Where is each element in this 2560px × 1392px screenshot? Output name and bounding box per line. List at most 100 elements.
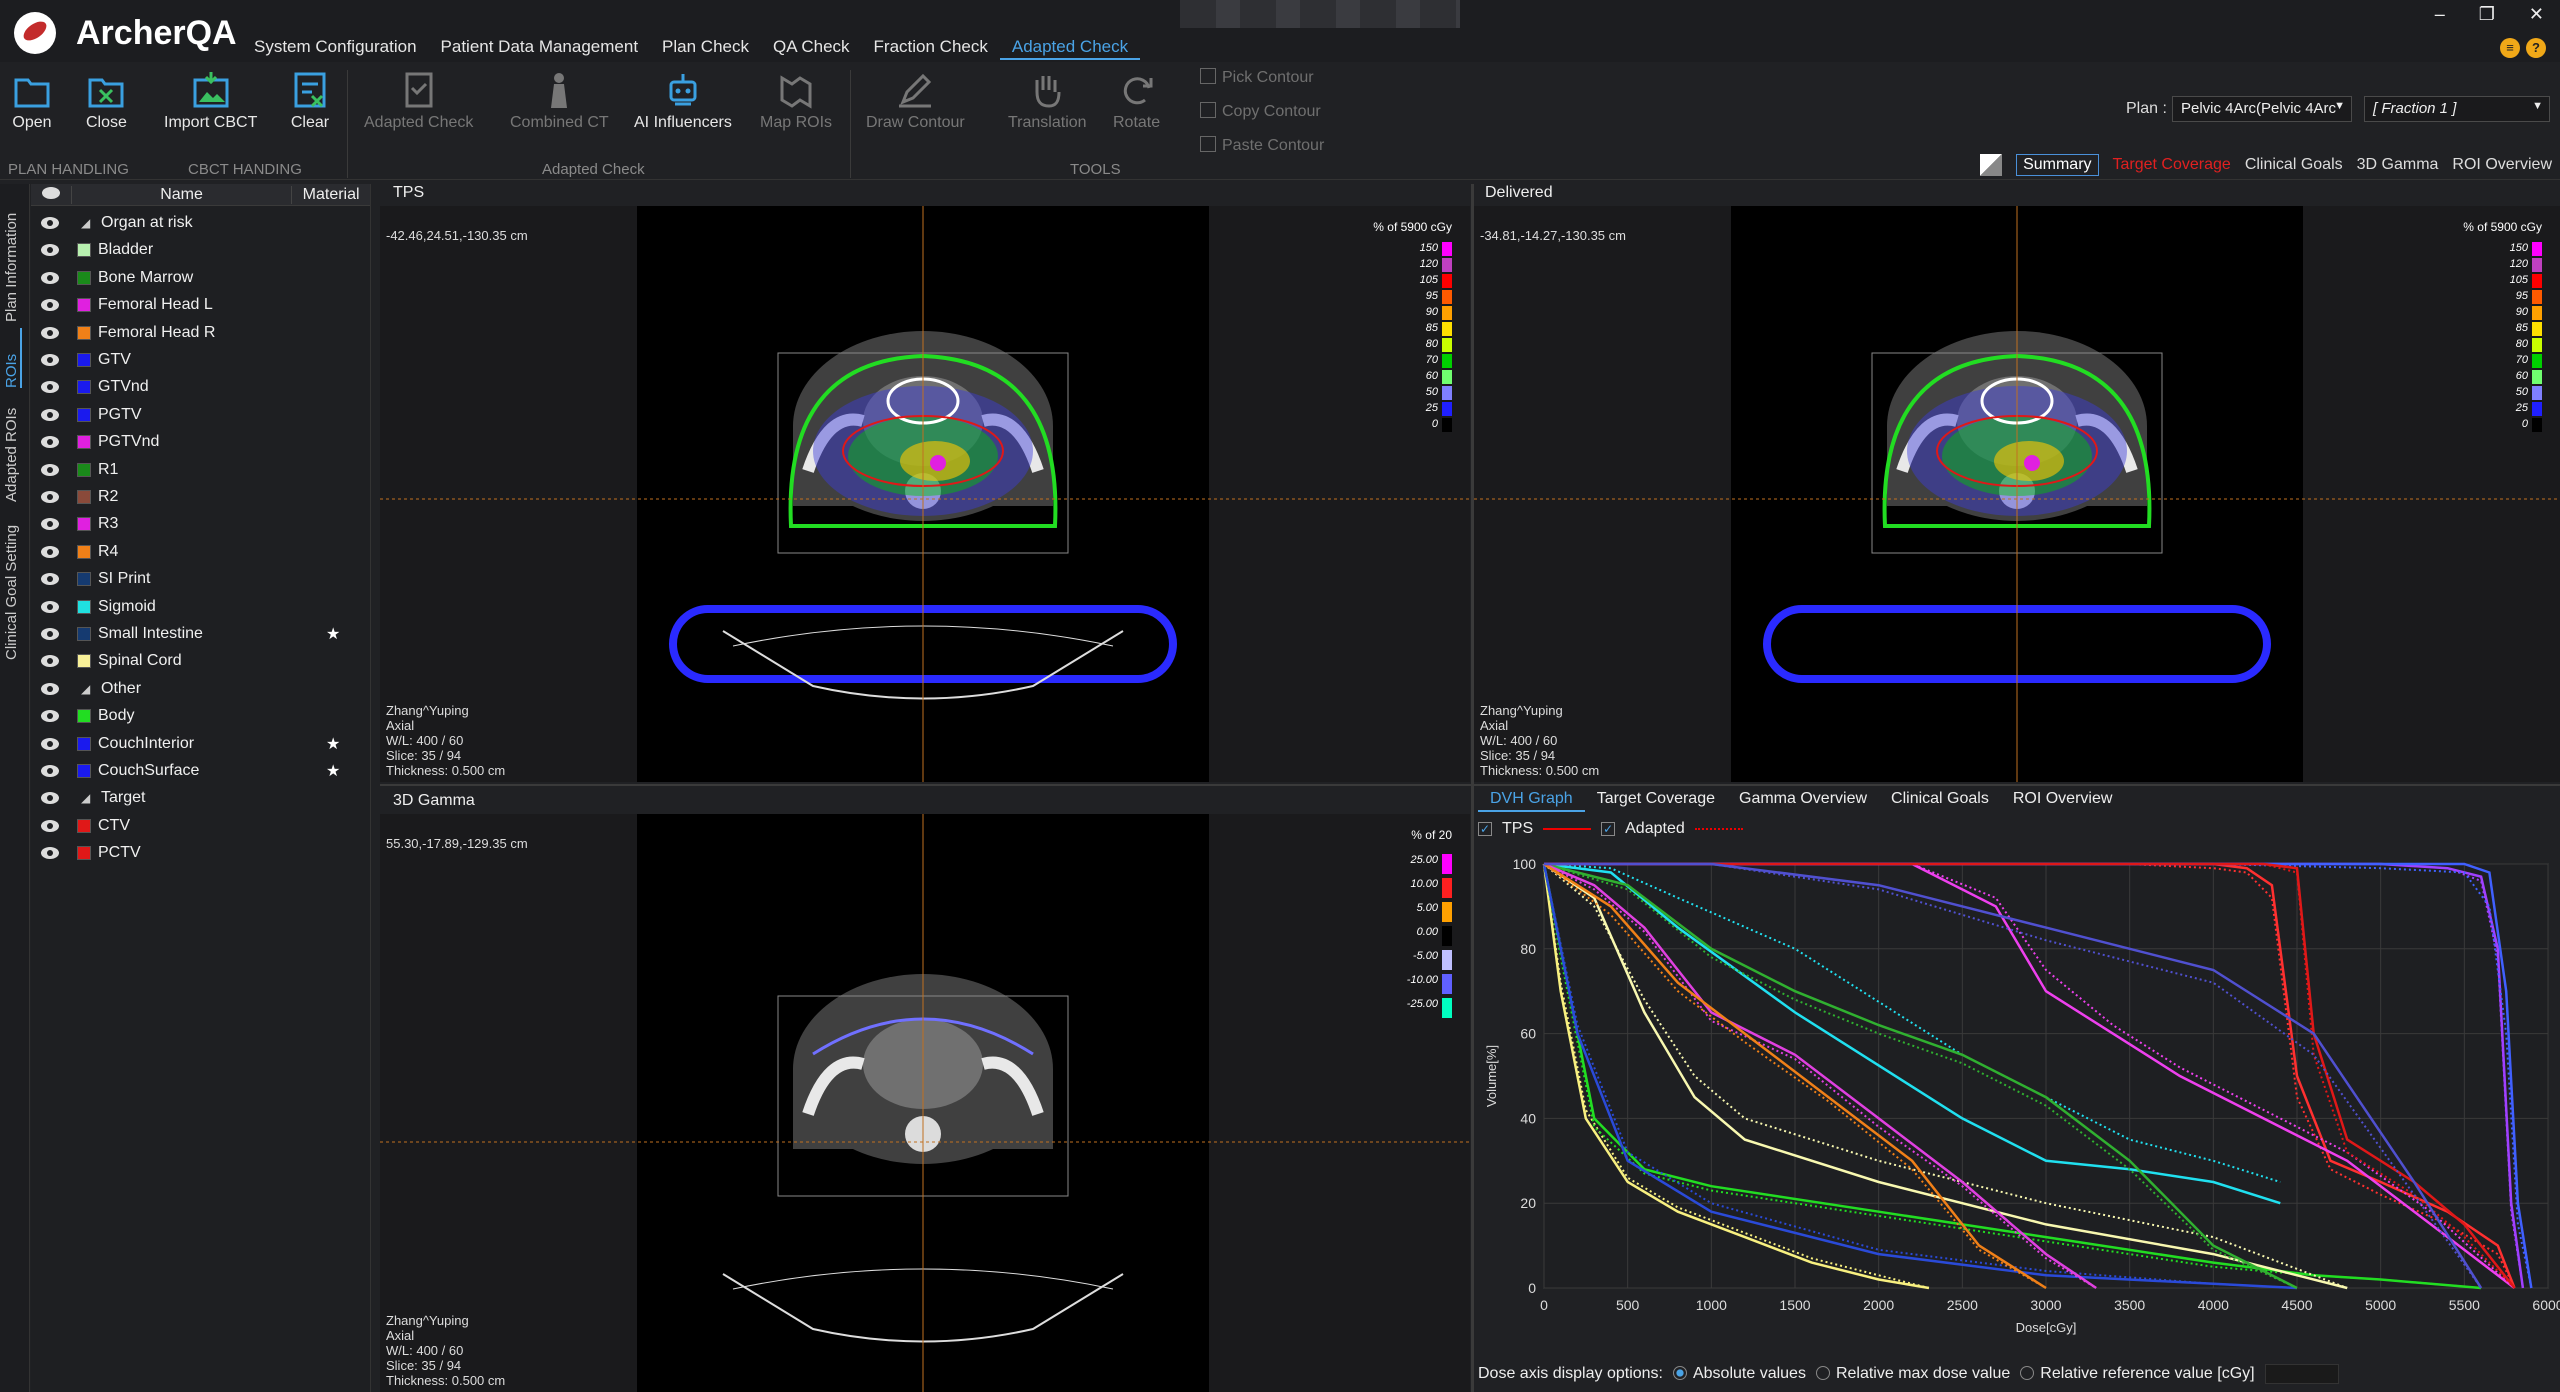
close-button[interactable]: Close bbox=[86, 70, 127, 132]
delivered-viewer[interactable]: -34.81,-14.27,-130.35 cm Zhang^Yuping Axia… bbox=[1474, 206, 2560, 782]
eye-icon[interactable] bbox=[41, 518, 59, 531]
menu-item-plan-check[interactable]: Plan Check bbox=[662, 37, 749, 56]
side-tab-adapted-rois[interactable]: Adapted ROIs bbox=[3, 407, 20, 502]
roi-row[interactable]: SI Print bbox=[31, 566, 371, 593]
tps-viewer[interactable]: -42.46,24.51,-130.35 cm Zhang^Yuping Axial… bbox=[380, 206, 1470, 782]
roi-row[interactable]: R3 bbox=[31, 511, 371, 538]
roi-row[interactable]: R4 bbox=[31, 539, 371, 566]
view-tab-target-coverage[interactable]: Target Coverage bbox=[2112, 156, 2231, 173]
view-tab-roi-overview[interactable]: ROI Overview bbox=[2452, 156, 2552, 173]
roi-row[interactable]: PGTV bbox=[31, 402, 371, 429]
roi-row[interactable]: CouchSurface ★ bbox=[31, 758, 371, 785]
vertical-splitter[interactable] bbox=[1471, 184, 1474, 1392]
side-tab-clinical-goal-setting[interactable]: Clinical Goal Setting bbox=[3, 524, 20, 660]
paste-contour-button[interactable]: Paste Contour bbox=[1200, 136, 1324, 155]
roi-row[interactable]: PGTVnd bbox=[31, 429, 371, 456]
open-button[interactable]: Open bbox=[12, 70, 52, 132]
dvh-chart[interactable]: 0 500 1000 1500 2000 2500 3000 3500 4000 4500 5000… bbox=[1478, 838, 2560, 1338]
dvh-tab-gamma-overview[interactable]: Gamma Overview bbox=[1739, 790, 1868, 807]
dvh-tab-dvh-graph[interactable]: DVH Graph bbox=[1478, 788, 1585, 812]
eye-icon[interactable] bbox=[41, 326, 59, 339]
eye-icon[interactable] bbox=[41, 436, 59, 449]
close-window-icon[interactable]: ✕ bbox=[2528, 4, 2544, 24]
eye-icon[interactable] bbox=[41, 354, 59, 366]
eye-icon[interactable] bbox=[41, 545, 59, 558]
eye-icon[interactable] bbox=[41, 655, 59, 668]
absolute-values-option[interactable]: Absolute values bbox=[1672, 1365, 1806, 1383]
eye-icon[interactable] bbox=[41, 710, 59, 723]
eye-icon[interactable] bbox=[41, 628, 59, 640]
gamma-viewer[interactable]: 55.30,-17.89,-129.35 cm Zhang^Yuping Axial… bbox=[380, 814, 1470, 1392]
draw-contour-button[interactable]: Draw Contour bbox=[866, 70, 965, 132]
collapse-icon[interactable]: ◢ bbox=[81, 216, 91, 230]
menu-icon[interactable]: ≡ bbox=[2500, 38, 2520, 58]
view-tab-summary[interactable]: Summary bbox=[2016, 154, 2099, 176]
ai-influencers-button[interactable]: AI Influencers bbox=[634, 70, 732, 132]
eye-icon[interactable] bbox=[41, 299, 59, 312]
roi-row[interactable]: PCTV bbox=[31, 840, 371, 867]
help-icon[interactable]: ? bbox=[2526, 38, 2546, 58]
copy-contour-button[interactable]: Copy Contour bbox=[1200, 102, 1321, 121]
roi-row[interactable]: Spinal Cord bbox=[31, 648, 371, 675]
roi-row[interactable]: Small Intestine ★ bbox=[31, 621, 371, 648]
reference-value-input[interactable] bbox=[2264, 1364, 2339, 1384]
eye-icon[interactable] bbox=[41, 217, 59, 229]
minimize-icon[interactable]: – bbox=[2434, 4, 2445, 24]
menu-item-qa-check[interactable]: QA Check bbox=[772, 37, 850, 56]
menu-item-adapted-check[interactable]: Adapted Check bbox=[999, 36, 1141, 60]
roi-row[interactable]: CouchInterior ★ bbox=[31, 731, 371, 758]
dvh-tab-roi-overview[interactable]: ROI Overview bbox=[2012, 790, 2113, 807]
visibility-header[interactable] bbox=[31, 186, 71, 204]
roi-group-row[interactable]: ◢ Organ at risk bbox=[31, 210, 371, 237]
eye-icon[interactable] bbox=[41, 737, 59, 750]
view-tab-3d-gamma[interactable]: 3D Gamma bbox=[2356, 156, 2439, 173]
clear-button[interactable]: Clear bbox=[290, 70, 330, 132]
roi-row[interactable]: Bone Marrow bbox=[31, 265, 371, 292]
relative-max-option[interactable]: Relative max dose value bbox=[1815, 1365, 2010, 1383]
roi-row[interactable]: Femoral Head R bbox=[31, 320, 371, 347]
relative-reference-option[interactable]: Relative reference value [cGy] bbox=[2020, 1365, 2255, 1383]
restore-icon[interactable]: ❐ bbox=[2478, 4, 2495, 24]
eye-icon[interactable] bbox=[41, 819, 59, 832]
plan-select[interactable]: Pelvic 4Arc(Pelvic 4Arc ▼ bbox=[2172, 96, 2352, 122]
roi-row[interactable]: Bladder bbox=[31, 237, 371, 264]
view-tab-clinical-goals[interactable]: Clinical Goals bbox=[2244, 156, 2343, 173]
tps-checkbox[interactable]: ✓ bbox=[1478, 822, 1492, 836]
combined-ct-button[interactable]: Combined CT bbox=[510, 70, 609, 132]
eye-icon[interactable] bbox=[41, 244, 59, 257]
layout-icon[interactable] bbox=[1980, 154, 2003, 176]
map-rois-button[interactable]: Map ROIs bbox=[760, 70, 832, 132]
collapse-icon[interactable]: ◢ bbox=[81, 681, 91, 696]
eye-icon[interactable] bbox=[41, 792, 59, 805]
eye-icon[interactable] bbox=[41, 491, 59, 503]
roi-row[interactable]: R1 bbox=[31, 457, 371, 484]
pick-contour-button[interactable]: Pick Contour bbox=[1200, 68, 1314, 87]
eye-icon[interactable] bbox=[41, 765, 59, 777]
fraction-select[interactable]: [ Fraction 1 ] ▼ bbox=[2364, 96, 2550, 122]
roi-row[interactable]: R2 bbox=[31, 484, 371, 511]
roi-row[interactable]: Sigmoid bbox=[31, 594, 371, 621]
eye-icon[interactable] bbox=[41, 463, 59, 476]
horizontal-splitter[interactable] bbox=[380, 784, 2560, 786]
roi-row[interactable]: Femoral Head L bbox=[31, 292, 371, 319]
dvh-tab-clinical-goals[interactable]: Clinical Goals bbox=[1891, 790, 1989, 807]
eye-icon[interactable] bbox=[41, 682, 59, 695]
eye-icon[interactable] bbox=[41, 271, 59, 284]
menu-item-patient-data-management[interactable]: Patient Data Management bbox=[440, 37, 639, 56]
rotate-button[interactable]: Rotate bbox=[1113, 70, 1160, 132]
eye-icon[interactable] bbox=[41, 573, 59, 586]
import-cbct-button[interactable]: Import CBCT bbox=[164, 70, 257, 132]
roi-group-row[interactable]: ◢ Target bbox=[31, 785, 371, 812]
menu-item-system-configuration[interactable]: System Configuration bbox=[254, 37, 417, 56]
eye-icon[interactable] bbox=[41, 847, 59, 860]
roi-row[interactable]: GTV bbox=[31, 347, 371, 374]
side-tab-rois[interactable]: ROIs bbox=[3, 328, 22, 388]
material-header[interactable]: Material bbox=[302, 185, 360, 203]
roi-row[interactable]: CTV bbox=[31, 813, 371, 840]
roi-row[interactable]: GTVnd bbox=[31, 374, 371, 401]
adapted-check-button[interactable]: Adapted Check bbox=[364, 70, 473, 132]
eye-icon[interactable] bbox=[41, 600, 59, 613]
translation-button[interactable]: Translation bbox=[1008, 70, 1087, 132]
roi-group-row[interactable]: ◢ Other bbox=[31, 676, 371, 703]
eye-icon[interactable] bbox=[41, 381, 59, 394]
